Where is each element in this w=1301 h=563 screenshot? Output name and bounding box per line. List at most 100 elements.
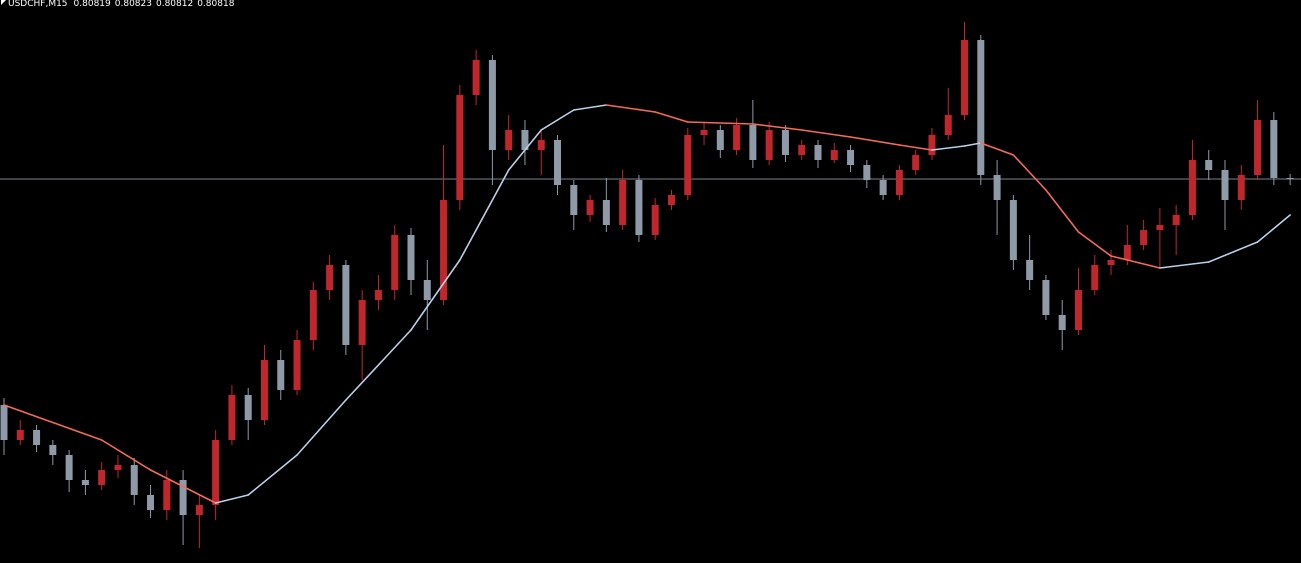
candle-body (488, 60, 496, 150)
candle-body (16, 430, 24, 440)
candle-body (1156, 225, 1164, 230)
candle-body (814, 145, 822, 160)
moving-average (149, 469, 217, 504)
candle-body (944, 115, 952, 135)
candle-body (0, 405, 8, 440)
candle-body (358, 300, 366, 345)
moving-average (752, 123, 803, 131)
candle-body (407, 235, 415, 280)
header: USDCHF,M15 0.80819 0.80823 0.80812 0.80818 (8, 0, 235, 9)
candle-body (65, 455, 73, 480)
moving-average (410, 259, 461, 331)
candle-body (781, 130, 789, 155)
candle-body (195, 505, 203, 515)
moving-average (247, 454, 298, 496)
moving-average (540, 109, 575, 131)
candle-body (1009, 200, 1017, 260)
candle-body (570, 185, 578, 215)
candle-body (1254, 120, 1262, 175)
candle-body (749, 125, 757, 160)
moving-average (572, 104, 608, 111)
candle-body (602, 200, 610, 225)
candle-body (440, 200, 448, 300)
candle-body (260, 360, 268, 420)
candle-body (912, 155, 920, 170)
candle-body (684, 135, 692, 195)
candle-body (667, 195, 675, 205)
candle-body (391, 235, 399, 290)
moving-average (459, 169, 510, 261)
candle-body (765, 130, 773, 160)
candle-body (1237, 175, 1245, 200)
candle-body (716, 130, 724, 150)
candle-body (33, 430, 41, 445)
candle-body (456, 95, 464, 200)
candle-body (244, 395, 252, 420)
candle-body (977, 40, 985, 175)
symbol-arrow (1, 0, 6, 5)
candle-body (179, 480, 187, 515)
candle-body (1221, 170, 1229, 200)
candle-body (1188, 160, 1196, 215)
candle-body (619, 180, 627, 225)
candle-body (1042, 280, 1050, 315)
ohlc-close: 0.80818 (197, 0, 234, 9)
candle-body (537, 140, 545, 150)
candle-body (554, 140, 562, 185)
moving-average (963, 142, 982, 147)
candle-body (651, 205, 659, 235)
candle-body (163, 480, 171, 510)
ohlc-high: 0.80823 (115, 0, 152, 9)
moving-average (1012, 154, 1047, 191)
candle-body (1026, 260, 1034, 280)
candle-body (798, 145, 806, 155)
symbol: USDCHF,M15 (8, 0, 68, 9)
candle-body (293, 340, 301, 390)
moving-average (214, 494, 249, 504)
candle-body (733, 125, 741, 150)
moving-average (1110, 255, 1161, 269)
moving-average (1159, 261, 1210, 269)
candle-body (1172, 215, 1180, 225)
candle-body (81, 480, 89, 485)
candle-body (847, 150, 855, 165)
candle-body (1107, 260, 1115, 265)
ohlc-low: 0.80812 (156, 0, 193, 9)
candle-body (505, 130, 513, 150)
moving-average (686, 121, 754, 125)
candle-body (309, 290, 317, 340)
candle-body (1270, 120, 1278, 178)
candle-body (879, 180, 887, 195)
candle-body (1286, 178, 1294, 179)
candle-body (114, 465, 122, 470)
candle-body (212, 440, 220, 505)
candle-body (98, 470, 106, 485)
moving-average (654, 111, 689, 123)
moving-average (800, 129, 852, 138)
candle-body (928, 135, 936, 155)
candle-body (1058, 315, 1066, 330)
moving-average (507, 129, 543, 171)
candle-body (521, 130, 529, 150)
plot (0, 22, 1301, 548)
moving-average (345, 329, 412, 401)
candle-body (635, 180, 643, 235)
moving-average (605, 104, 657, 113)
candle-body (1091, 265, 1099, 290)
moving-average (100, 439, 152, 471)
candle-body (130, 465, 138, 495)
candle-body (277, 360, 285, 390)
candle-body (961, 40, 969, 115)
candle-body (1205, 160, 1213, 170)
candle-body (147, 495, 155, 510)
moving-average (1207, 241, 1259, 263)
candle-body (586, 200, 594, 215)
candle-body (1140, 230, 1148, 245)
candle-body (863, 165, 871, 180)
moving-average (296, 399, 347, 456)
candle-body (472, 60, 480, 95)
candle-body (423, 280, 431, 300)
